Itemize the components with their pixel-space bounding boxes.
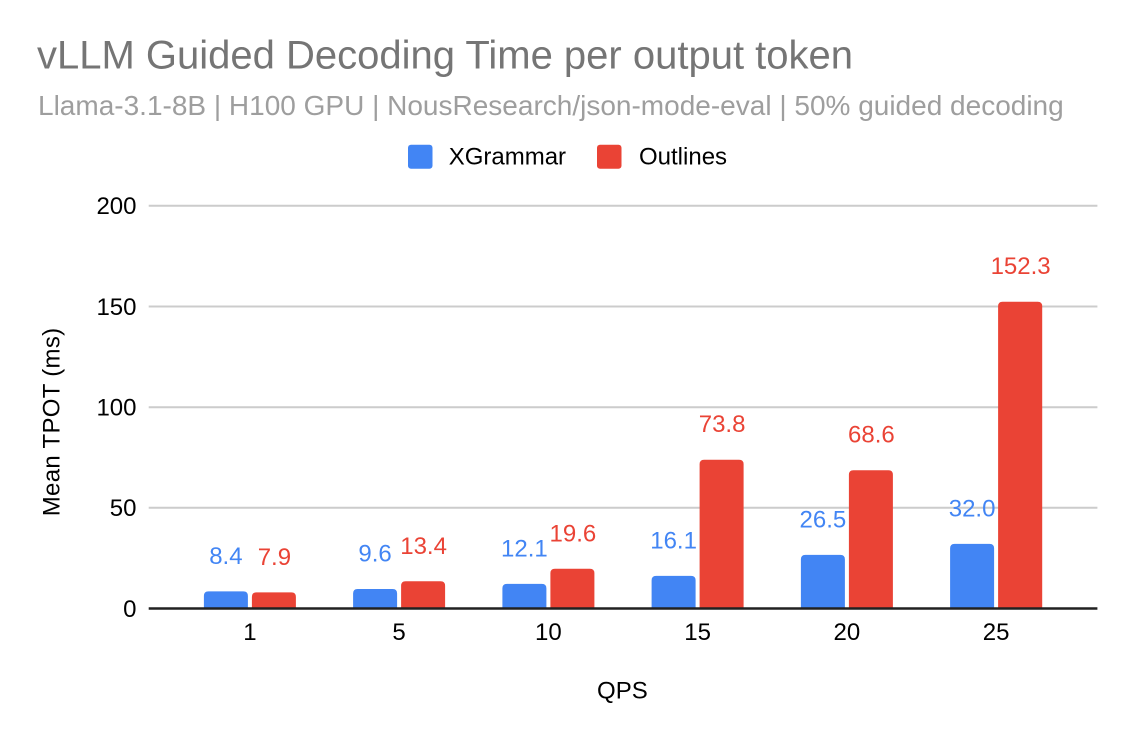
svg-text:200: 200: [96, 193, 136, 220]
svg-text:10: 10: [535, 619, 562, 646]
svg-text:50: 50: [110, 495, 137, 522]
svg-text:XGrammar: XGrammar: [449, 144, 566, 171]
svg-text:Outlines: Outlines: [639, 144, 727, 171]
svg-text:68.6: 68.6: [848, 422, 895, 449]
svg-text:152.3: 152.3: [991, 253, 1051, 280]
svg-text:150: 150: [96, 294, 136, 321]
svg-text:1: 1: [243, 619, 256, 646]
svg-text:25: 25: [983, 619, 1010, 646]
svg-text:8.4: 8.4: [209, 543, 242, 570]
svg-text:5: 5: [392, 619, 405, 646]
svg-text:Llama-3.1-8B | H100 GPU | Nous: Llama-3.1-8B | H100 GPU | NousResearch/j…: [38, 90, 1064, 121]
svg-text:vLLM Guided Decoding Time per: vLLM Guided Decoding Time per output tok…: [37, 33, 853, 77]
svg-text:15: 15: [684, 619, 711, 646]
svg-text:20: 20: [834, 619, 861, 646]
svg-text:16.1: 16.1: [650, 527, 697, 554]
svg-text:100: 100: [96, 395, 136, 422]
svg-text:0: 0: [123, 596, 136, 623]
svg-text:12.1: 12.1: [501, 535, 548, 562]
svg-text:7.9: 7.9: [258, 544, 291, 571]
svg-text:9.6: 9.6: [358, 541, 391, 568]
svg-text:26.5: 26.5: [800, 506, 847, 533]
svg-text:19.6: 19.6: [550, 520, 597, 547]
svg-text:13.4: 13.4: [400, 533, 447, 560]
svg-text:32.0: 32.0: [949, 495, 996, 522]
svg-text:Mean TPOT (ms): Mean TPOT (ms): [39, 328, 66, 517]
svg-text:QPS: QPS: [597, 678, 648, 705]
svg-text:73.8: 73.8: [699, 411, 746, 438]
